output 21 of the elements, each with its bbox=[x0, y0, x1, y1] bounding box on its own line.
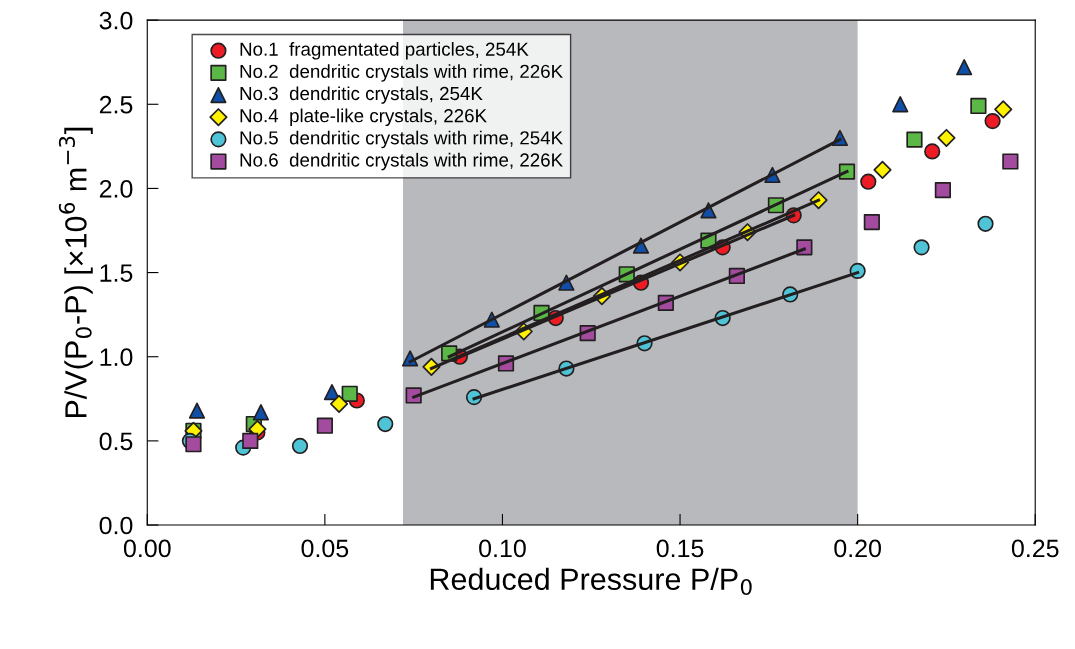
legend-label: No.1 fragmentated particles, 254K bbox=[240, 42, 529, 60]
x-tick-label: 0.00 bbox=[123, 539, 171, 558]
y-tick-label: 3.0 bbox=[99, 11, 133, 30]
y-tick-label: 0.5 bbox=[99, 432, 133, 451]
y-tick-label: 2.0 bbox=[99, 180, 133, 198]
legend-label: No.6 dendritic crystals with rime, 226K bbox=[240, 152, 563, 171]
x-tick-label: 0.10 bbox=[479, 539, 526, 558]
x-tick-label: 0.05 bbox=[301, 539, 349, 558]
legend-label: No.2 dendritic crystals with rime, 226K bbox=[240, 64, 563, 82]
y-tick-label: 1.0 bbox=[100, 348, 133, 367]
x-tick-label: 0.20 bbox=[834, 539, 881, 558]
y-tick-label: 1.5 bbox=[100, 264, 133, 282]
x-tick-label: 0.15 bbox=[656, 539, 704, 558]
x-tick-label: 0.25 bbox=[1011, 539, 1059, 558]
x-axis-title: Reduced Pressure P/P$_{0}$ bbox=[430, 567, 752, 596]
legend-label: No.5 dendritic crystals with rime, 254K bbox=[240, 130, 563, 149]
y-tick-label: 2.5 bbox=[99, 95, 133, 114]
y-tick-label: 0.0 bbox=[99, 516, 133, 535]
y-axis-title: P/V(P$_{0}$-P) [×10$^{6}$ m$^{−3}$] bbox=[58, 127, 93, 418]
legend-label: No.3 dendritic crystals, 254K bbox=[240, 86, 483, 104]
legend-label: No.4 plate-like crystals, 226K bbox=[240, 108, 487, 127]
